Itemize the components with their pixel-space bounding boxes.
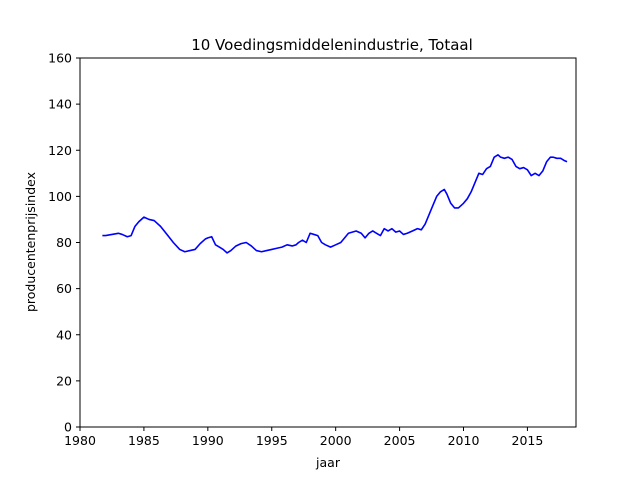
x-tick-label: 2000 — [320, 433, 352, 448]
y-tick-label: 160 — [48, 51, 72, 66]
x-tick-label: 1980 — [64, 433, 96, 448]
y-axis-label: producentenprijsindex — [23, 172, 38, 312]
x-tick-label: 1995 — [256, 433, 288, 448]
x-tick-label: 2005 — [384, 433, 416, 448]
chart-title: 10 Voedingsmiddelenindustrie, Totaal — [191, 36, 473, 54]
x-axis: 1980 1985 1990 1995 2000 2005 2010 2015 — [64, 427, 543, 448]
x-tick-label: 2015 — [512, 433, 544, 448]
y-tick-label: 0 — [64, 420, 72, 435]
y-tick-label: 80 — [56, 235, 72, 250]
y-tick-label: 20 — [56, 373, 72, 388]
x-tick-label: 1985 — [128, 433, 160, 448]
y-axis: 0 20 40 60 80 100 120 140 160 — [48, 51, 80, 435]
y-tick-label: 40 — [56, 327, 72, 342]
y-tick-label: 120 — [48, 143, 72, 158]
y-tick-label: 140 — [48, 97, 72, 112]
plot-area — [79, 57, 577, 428]
x-tick-label: 1990 — [192, 433, 224, 448]
x-axis-label: jaar — [315, 455, 341, 470]
axes-frame — [79, 57, 577, 428]
series-line-0 — [102, 154, 568, 254]
y-tick-label: 60 — [56, 281, 72, 296]
x-tick-label: 2010 — [448, 433, 480, 448]
y-tick-label: 100 — [48, 189, 72, 204]
